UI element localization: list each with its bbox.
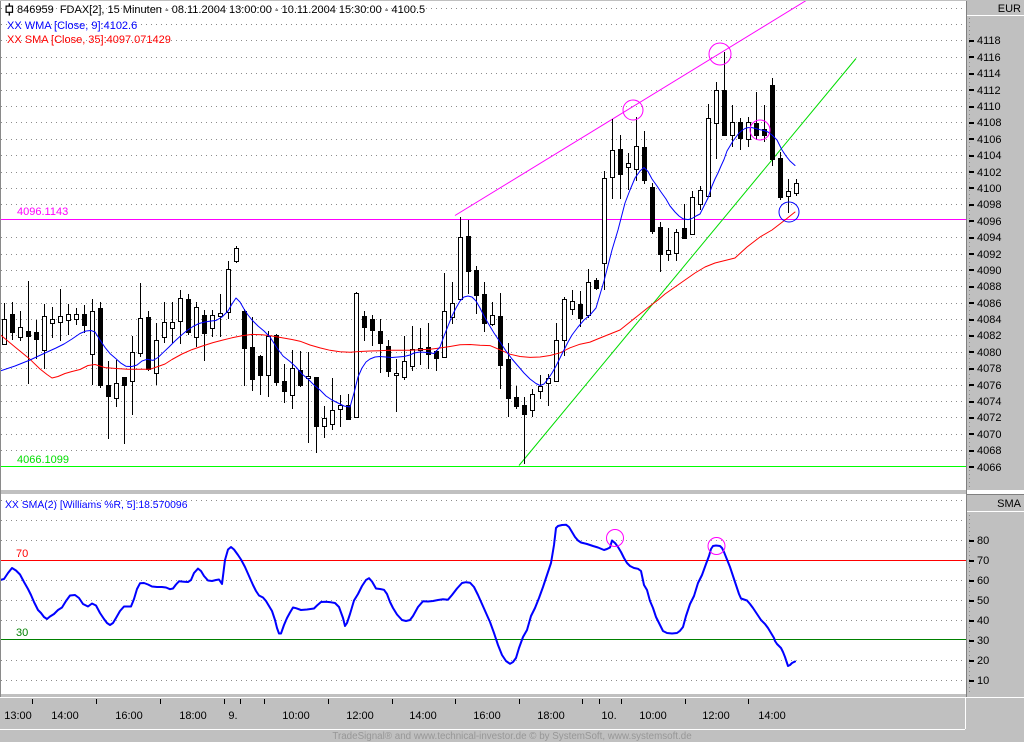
svg-text:4074: 4074 [977,396,1001,408]
svg-text:12:00: 12:00 [702,710,730,722]
svg-text:4078: 4078 [977,363,1001,375]
svg-text:14:00: 14:00 [409,710,437,722]
svg-text:4080: 4080 [977,347,1001,359]
svg-text:12:00: 12:00 [346,710,374,722]
svg-text:4088: 4088 [977,281,1001,293]
svg-text:10.: 10. [601,710,616,722]
svg-text:80: 80 [977,535,989,547]
svg-text:XX WMA [Close, 9]:4102.6: XX WMA [Close, 9]:4102.6 [7,20,137,32]
svg-text:13:00: 13:00 [4,710,32,722]
svg-text:10:00: 10:00 [639,710,667,722]
svg-text:4108: 4108 [977,117,1001,129]
svg-text:9.: 9. [228,710,237,722]
svg-text:70: 70 [977,555,989,567]
svg-text:4110: 4110 [977,101,1001,113]
svg-text:4094: 4094 [977,232,1001,244]
svg-text:XX SMA(2) [Williams %R, 5]:18.: XX SMA(2) [Williams %R, 5]:18.570096 [5,500,188,511]
svg-text:4098: 4098 [977,199,1001,211]
svg-text:4096: 4096 [977,216,1001,228]
svg-text:14:00: 14:00 [51,710,79,722]
svg-text:50: 50 [977,595,989,607]
svg-text:16:00: 16:00 [115,710,143,722]
svg-text:4086: 4086 [977,298,1001,310]
svg-text:4100: 4100 [977,183,1001,195]
svg-text:XX SMA [Close, 35]:4097.071429: XX SMA [Close, 35]:4097.071429 [7,34,171,46]
svg-text:20: 20 [977,655,989,667]
svg-text:4116: 4116 [977,52,1001,64]
svg-text:4118: 4118 [977,35,1001,47]
svg-text:4090: 4090 [977,265,1001,277]
svg-text:18:00: 18:00 [537,710,565,722]
svg-text:4084: 4084 [977,314,1001,326]
svg-text:4106: 4106 [977,134,1001,146]
svg-text:4102: 4102 [977,167,1001,179]
svg-text:30: 30 [16,627,28,639]
svg-text:4104: 4104 [977,150,1001,162]
svg-text:10: 10 [977,675,989,687]
svg-text:4076: 4076 [977,380,1001,392]
svg-text:TradeSignal® and www.technical: TradeSignal® and www.technical-investor.… [332,731,692,742]
svg-text:EUR: EUR [998,3,1021,15]
svg-text:4072: 4072 [977,412,1001,424]
svg-text:846959 FDAX[2], 15 Minuten -: 846959 FDAX[2], 15 Minuten - 08.11.2004 … [17,4,425,16]
svg-text:4066: 4066 [977,462,1001,474]
svg-text:4068: 4068 [977,445,1001,457]
svg-text:70: 70 [16,548,28,560]
svg-text:4092: 4092 [977,249,1001,261]
svg-text:4114: 4114 [977,68,1001,80]
svg-text:14:00: 14:00 [758,710,786,722]
svg-text:10:00: 10:00 [282,710,310,722]
svg-text:4082: 4082 [977,330,1001,342]
svg-text:40: 40 [977,615,989,627]
svg-text:4066.1099: 4066.1099 [17,454,69,466]
svg-text:60: 60 [977,575,989,587]
svg-text:4112: 4112 [977,85,1001,97]
svg-text:16:00: 16:00 [473,710,501,722]
svg-text:4096.1143: 4096.1143 [17,206,68,218]
svg-text:18:00: 18:00 [179,710,207,722]
svg-text:4070: 4070 [977,429,1001,441]
svg-text:SMA: SMA [997,498,1022,510]
svg-text:30: 30 [977,635,989,647]
